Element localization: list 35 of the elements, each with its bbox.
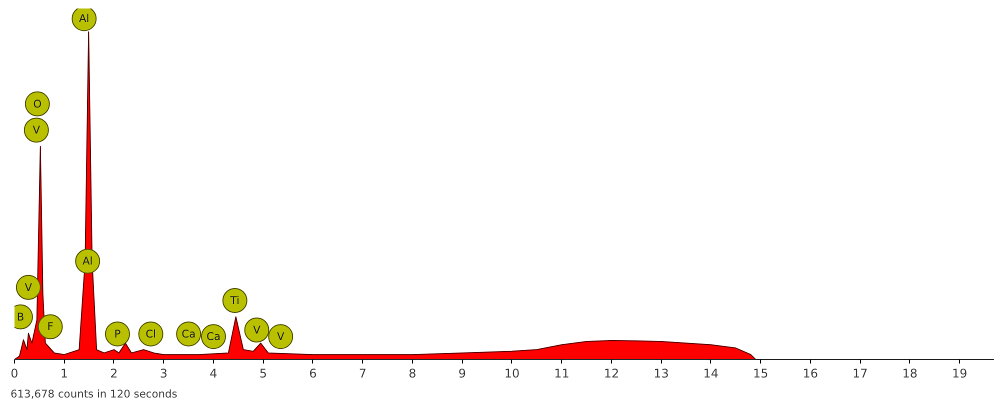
annotation: V bbox=[253, 324, 262, 337]
annotation: O bbox=[33, 97, 42, 110]
annotation: Al bbox=[82, 254, 93, 268]
annotation: Cl bbox=[146, 327, 156, 340]
x-tick-label: 2 bbox=[110, 366, 118, 380]
x-tick-label: 11 bbox=[554, 366, 570, 380]
annotation: B bbox=[16, 310, 24, 324]
x-tick-label: 13 bbox=[654, 366, 669, 380]
x-tick-label: 3 bbox=[160, 366, 168, 380]
annotation: V bbox=[276, 330, 285, 344]
annotation: V bbox=[32, 124, 41, 137]
x-tick-label: 12 bbox=[604, 366, 620, 380]
x-tick-label: 5 bbox=[259, 366, 268, 380]
x-tick-label: 1 bbox=[60, 366, 68, 380]
x-tick-label: 4 bbox=[210, 366, 218, 380]
text: 613,678 counts in 120 seconds bbox=[10, 388, 178, 400]
annotation: V bbox=[24, 280, 33, 294]
annotation: P bbox=[114, 327, 122, 340]
x-tick-label: 18 bbox=[902, 366, 918, 380]
annotation: F bbox=[47, 320, 54, 334]
x-tick-label: 17 bbox=[852, 366, 868, 380]
x-tick-label: 8 bbox=[408, 366, 416, 380]
annotation: Ca bbox=[206, 330, 220, 344]
x-tick-label: 16 bbox=[802, 366, 818, 380]
x-tick-label: 6 bbox=[309, 366, 317, 380]
x-tick-label: 19 bbox=[952, 366, 968, 380]
x-tick-label: 7 bbox=[358, 366, 367, 380]
x-tick-label: 10 bbox=[504, 366, 520, 380]
annotation: Ca bbox=[182, 327, 196, 340]
x-tick-label: 14 bbox=[703, 366, 719, 380]
x-tick-label: 15 bbox=[753, 366, 768, 380]
annotation: Al bbox=[79, 12, 90, 26]
x-tick-label: 0 bbox=[10, 366, 18, 380]
x-tick-label: 9 bbox=[458, 366, 466, 380]
annotation: Ti bbox=[229, 294, 240, 308]
